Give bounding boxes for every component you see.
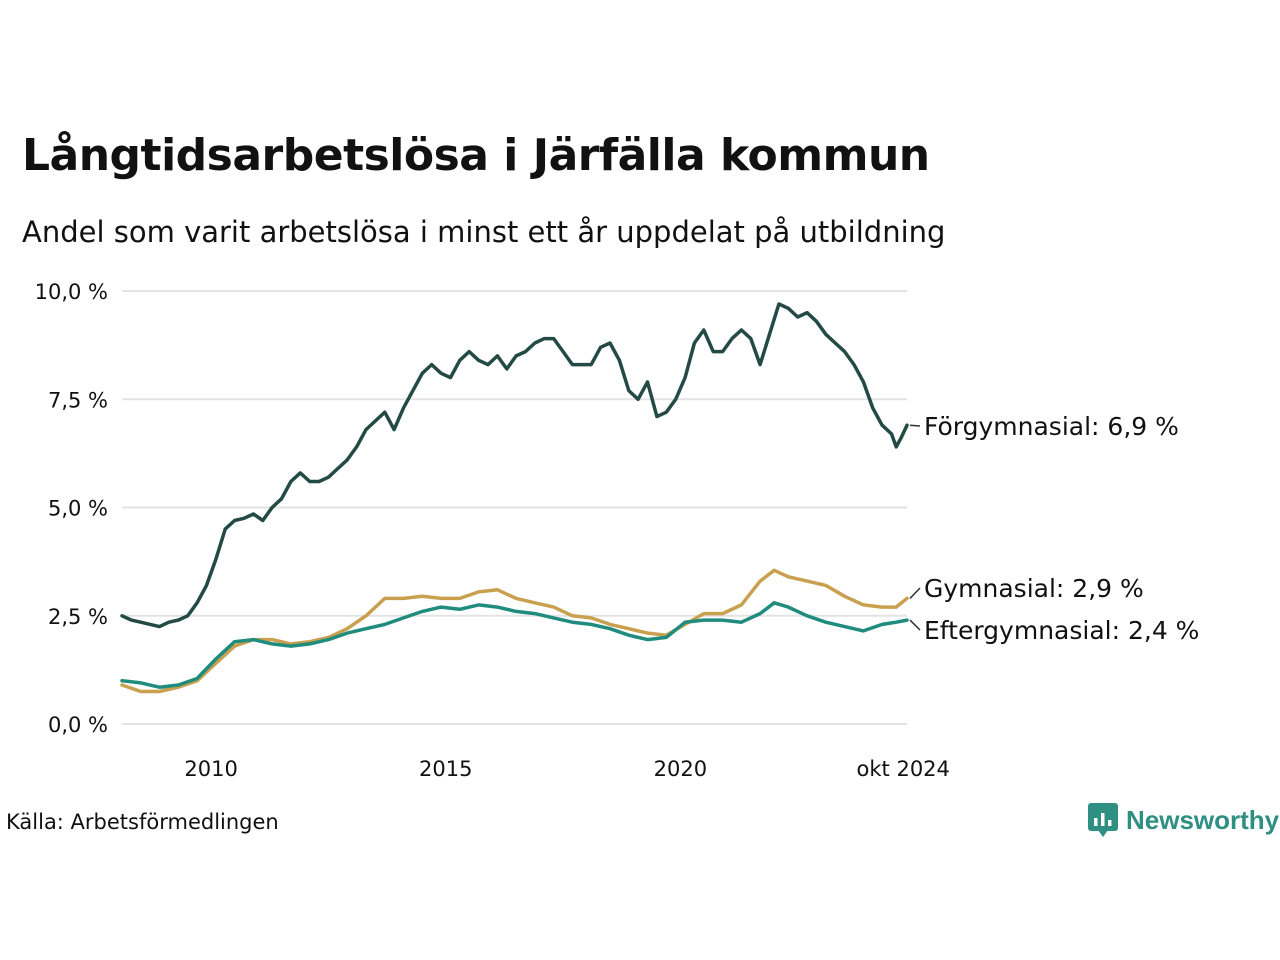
series-line-gymnasial (120, 568, 909, 694)
brand-name: Newsworthy (1126, 804, 1280, 835)
y-tick-label: 10,0 % (35, 280, 108, 304)
label-connector (909, 424, 921, 427)
x-tick-label: 2020 (654, 757, 707, 781)
series-line-eftergymnasial (120, 601, 909, 689)
brand: Newsworthy (1088, 803, 1279, 837)
chart-title: Långtidsarbetslösa i Järfälla kommun (22, 130, 930, 181)
x-tick-label: 2015 (419, 757, 472, 781)
series-end-label: Eftergymnasial: 2,4 % (924, 616, 1199, 645)
chart-subtitle: Andel som varit arbetslösa i minst ett å… (22, 215, 946, 249)
series-end-label: Förgymnasial: 6,9 % (924, 412, 1179, 441)
y-tick-label: 5,0 % (48, 497, 108, 521)
label-connector (909, 619, 921, 631)
y-tick-label: 7,5 % (48, 388, 108, 412)
newsworthy-logo-icon (1088, 803, 1118, 837)
series-end-label: Gymnasial: 2,9 % (924, 574, 1144, 603)
label-connector (909, 587, 921, 599)
y-tick-label: 0,0 % (48, 713, 108, 737)
x-tick-label: 2010 (184, 757, 237, 781)
x-tick-label: okt 2024 (857, 757, 950, 781)
y-tick-label: 2,5 % (48, 605, 108, 629)
series-line-förgymnasial (120, 302, 909, 629)
source-note: Källa: Arbetsförmedlingen (6, 810, 279, 834)
